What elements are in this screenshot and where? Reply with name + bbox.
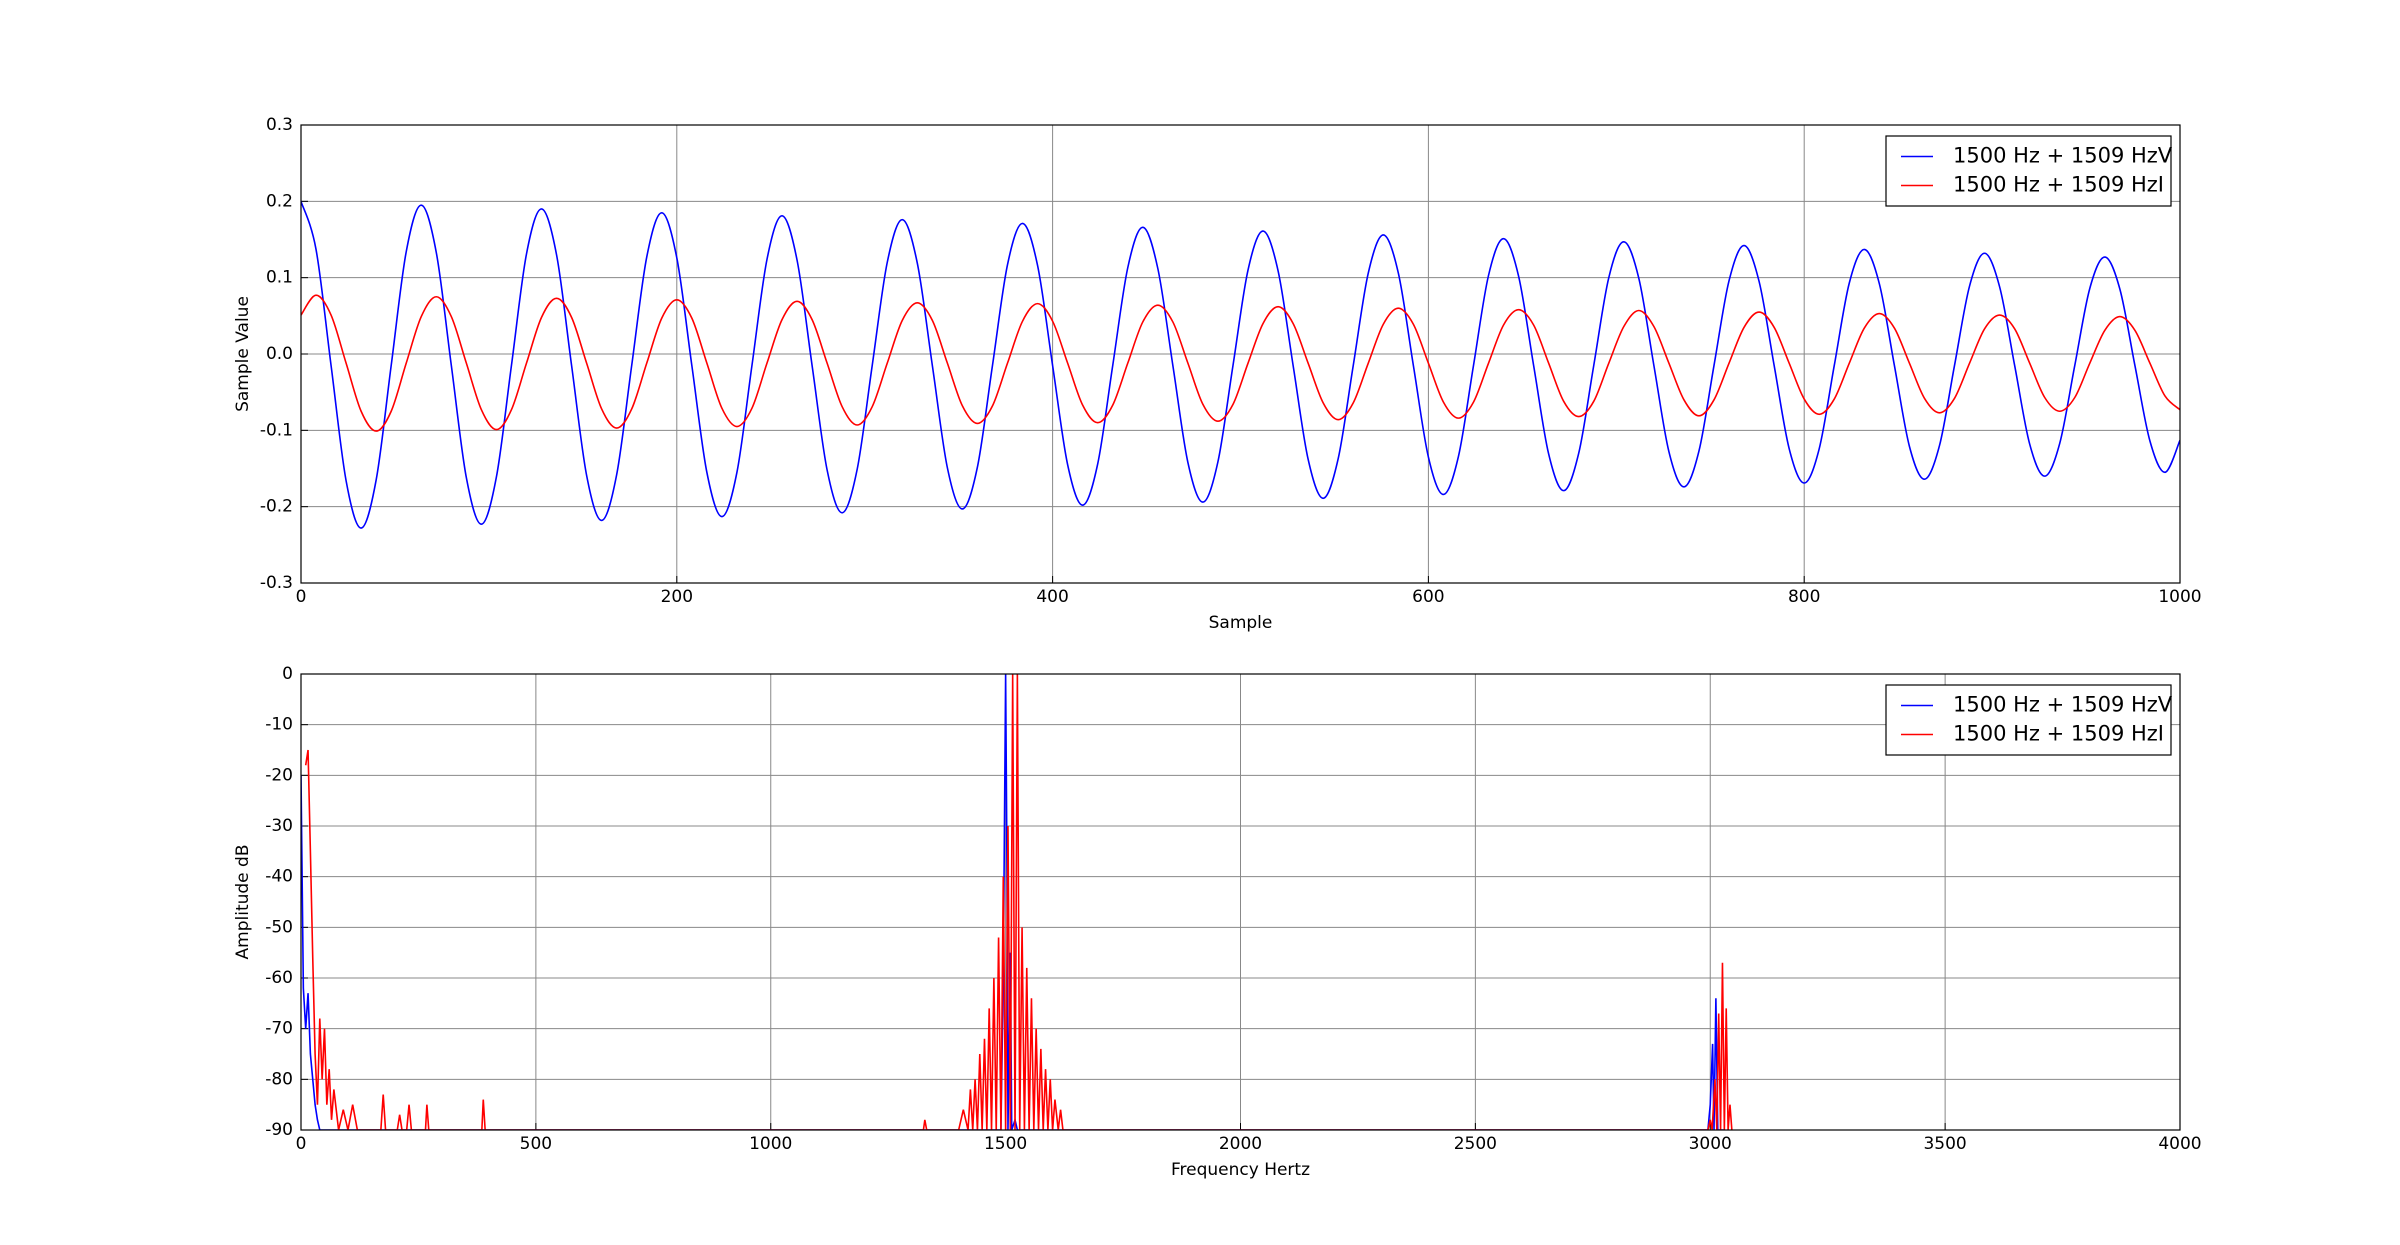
legend-box [1885, 684, 2172, 756]
y-tick-label: -0.2 [260, 497, 293, 517]
legend-label: 1500 Hz + 1509 HzI [1953, 173, 2164, 197]
y-tick-label: -30 [265, 816, 293, 836]
series-line [304, 673, 1733, 1130]
y-tick-label: 0.1 [266, 268, 293, 288]
y-tick-label: -50 [265, 917, 293, 937]
x-tick-label: 4000 [2158, 1134, 2201, 1154]
x-tick-label: 400 [1036, 587, 1068, 607]
y-tick-label: -80 [265, 1069, 293, 1089]
x-axis-label: Frequency Hertz [1171, 1160, 1310, 1180]
y-tick-label: -10 [265, 715, 293, 735]
legend-label: 1500 Hz + 1509 HzV [1953, 693, 2173, 717]
y-tick-label: 0.0 [266, 344, 293, 364]
y-tick-label: 0 [282, 664, 293, 684]
y-tick-label: -0.3 [260, 573, 293, 593]
series-line [301, 294, 2180, 432]
x-tick-label: 1000 [749, 1134, 792, 1154]
x-tick-label: 2500 [1454, 1134, 1497, 1154]
y-axis-label: Amplitude dB [233, 845, 253, 960]
x-tick-label: 800 [1788, 587, 1820, 607]
x-axis-label: Sample [1209, 613, 1273, 633]
x-tick-label: 0 [296, 1134, 307, 1154]
legend-box [1885, 135, 2172, 207]
x-tick-label: 2000 [1219, 1134, 1262, 1154]
x-tick-label: 500 [520, 1134, 552, 1154]
y-tick-label: 0.2 [266, 191, 293, 211]
y-axis-label: Sample Value [233, 296, 253, 412]
y-tick-label: -70 [265, 1019, 293, 1039]
x-tick-label: 1000 [2158, 587, 2201, 607]
series-line [301, 201, 2180, 529]
y-tick-label: -0.1 [260, 420, 293, 440]
y-tick-label: -40 [265, 867, 293, 887]
x-tick-label: 1500 [984, 1134, 1027, 1154]
y-tick-label: -20 [265, 765, 293, 785]
legend-label: 1500 Hz + 1509 HzI [1953, 722, 2164, 746]
legend-label: 1500 Hz + 1509 HzV [1953, 144, 2173, 168]
x-tick-label: 200 [661, 587, 693, 607]
x-tick-label: 0 [296, 587, 307, 607]
y-tick-label: -90 [265, 1120, 293, 1140]
plot-frame [300, 673, 2181, 1131]
x-tick-label: 3000 [1689, 1134, 1732, 1154]
x-tick-label: 3500 [1923, 1134, 1966, 1154]
plot-frame [300, 124, 2181, 584]
y-tick-label: -60 [265, 968, 293, 988]
x-tick-label: 600 [1412, 587, 1444, 607]
y-tick-label: 0.3 [266, 115, 293, 135]
